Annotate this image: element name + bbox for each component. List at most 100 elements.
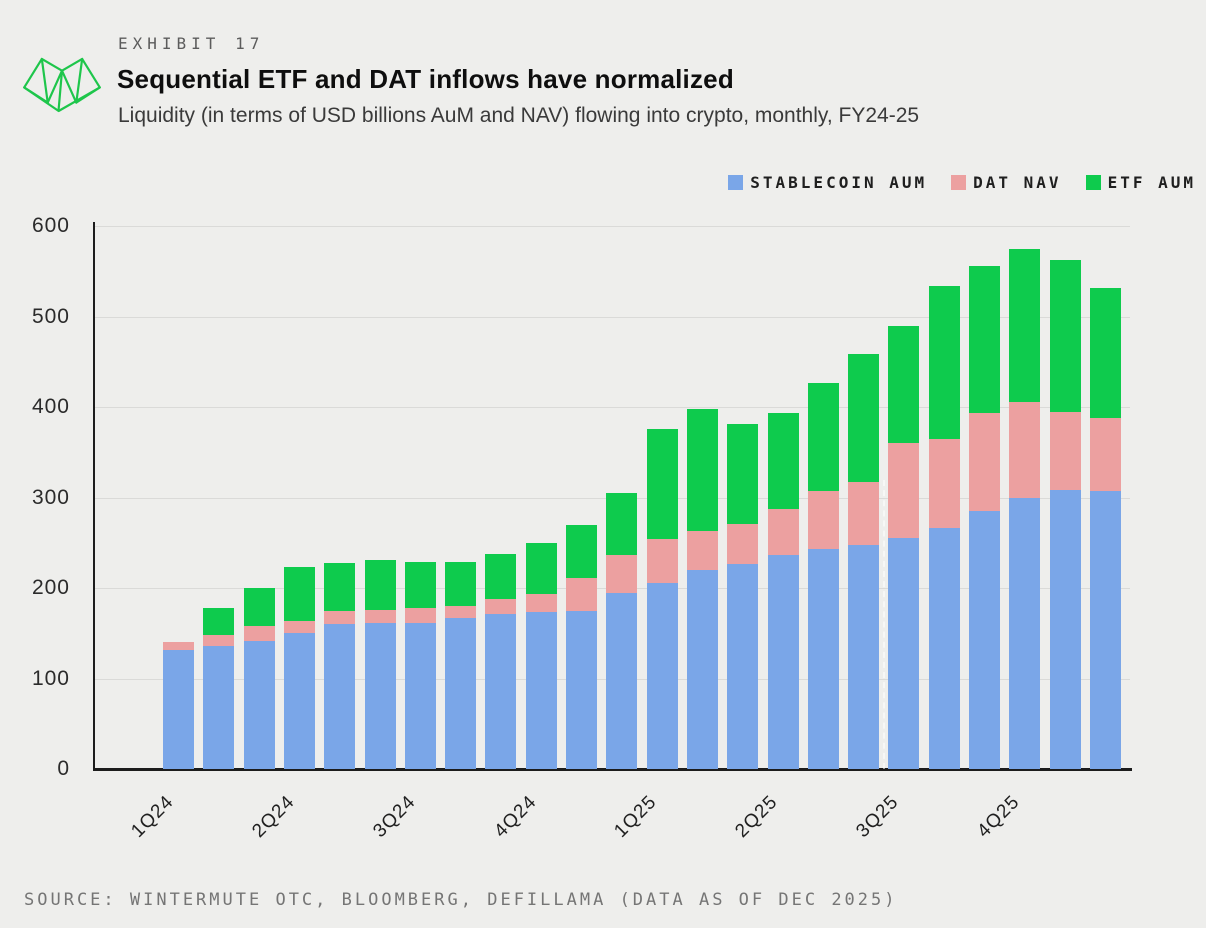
bar-month-1 [163, 642, 194, 769]
bar-segment-etf-aum [485, 553, 517, 599]
y-tick-label-300: 300 [31, 485, 70, 509]
bar-segment-etf-aum [243, 588, 275, 627]
bar-month-2 [203, 607, 235, 769]
bar-segment-dat-nav [969, 413, 1000, 512]
bar-segment-etf-aum [566, 524, 597, 579]
x-tick-label-2Q24: 2Q24 [248, 791, 299, 842]
bar-segment-stablecoin-aum [767, 555, 799, 769]
bar-segment-stablecoin-aum [848, 545, 880, 769]
bar-segment-stablecoin-aum [969, 511, 1000, 769]
bar-segment-etf-aum [1009, 248, 1041, 403]
bar-month-15 [727, 424, 759, 769]
bar-segment-dat-nav [445, 606, 477, 618]
bar-segment-dat-nav [243, 626, 275, 642]
bar-segment-stablecoin-aum [606, 593, 638, 769]
bar-segment-etf-aum [606, 493, 638, 556]
bar-month-9 [485, 553, 517, 769]
gridline-500 [95, 316, 1130, 318]
legend-swatch-icon [1085, 175, 1101, 190]
bar-month-20 [928, 285, 960, 769]
bar-month-21 [969, 265, 1000, 769]
bar-segment-stablecoin-aum [445, 617, 477, 769]
x-tick-label-2Q25: 2Q25 [731, 791, 783, 842]
bar-segment-dat-nav [686, 531, 718, 570]
bar-segment-stablecoin-aum [404, 623, 436, 769]
bar-segment-etf-aum [807, 382, 839, 492]
x-axis-line [93, 768, 1132, 771]
bar-segment-dat-nav [566, 578, 597, 611]
bar-segment-dat-nav [364, 609, 396, 624]
bar-segment-dat-nav [888, 443, 920, 539]
bar-segment-etf-aum [686, 408, 718, 531]
bar-segment-stablecoin-aum [163, 650, 194, 769]
bar-segment-etf-aum [445, 561, 477, 607]
bar-month-18 [848, 353, 880, 769]
legend-label: DAT NAV [973, 173, 1062, 192]
legend-swatch-icon [951, 175, 967, 190]
bar-month-17 [807, 382, 839, 769]
bar-segment-stablecoin-aum [324, 624, 356, 769]
bar-segment-etf-aum [404, 561, 436, 608]
x-tick-label-4Q24: 4Q24 [489, 791, 541, 842]
source-note: SOURCE: WINTERMUTE OTC, BLOOMBERG, DEFIL… [24, 890, 898, 910]
y-tick-label-600: 600 [31, 214, 70, 237]
legend-label: STABLECOIN AUM [750, 173, 928, 192]
bar-segment-stablecoin-aum [928, 528, 960, 769]
bar-segment-stablecoin-aum [485, 614, 517, 769]
bar-month-6 [364, 559, 396, 769]
y-tick-label-0: 0 [57, 757, 70, 780]
y-tick-label-500: 500 [31, 304, 70, 328]
bar-month-22 [1009, 248, 1041, 769]
y-tick-label-400: 400 [31, 395, 70, 418]
bar-segment-etf-aum [928, 285, 960, 439]
bar-segment-etf-aum [1089, 288, 1121, 418]
bar-month-10 [525, 542, 557, 769]
bar-segment-etf-aum [525, 542, 557, 595]
bar-month-7 [404, 561, 436, 769]
page-title: Sequential ETF and DAT inflows have norm… [117, 64, 734, 94]
bar-month-8 [445, 561, 477, 769]
bar-segment-stablecoin-aum [1089, 491, 1121, 769]
bar-month-12 [606, 493, 638, 769]
bar-segment-stablecoin-aum [727, 563, 759, 769]
bar-segment-stablecoin-aum [646, 582, 678, 769]
bar-segment-dat-nav [767, 509, 799, 556]
chart-legend: STABLECOIN AUM DAT NAV ETF AUM [728, 173, 1196, 192]
gridline-600 [95, 226, 1130, 227]
bar-month-24 [1089, 288, 1121, 769]
bar-segment-stablecoin-aum [243, 641, 275, 769]
bar-segment-dat-nav [646, 539, 678, 583]
bar-segment-stablecoin-aum [203, 645, 235, 769]
bar-segment-etf-aum [324, 562, 356, 611]
bar-segment-stablecoin-aum [1049, 490, 1081, 769]
bar-segment-etf-aum [364, 559, 396, 610]
legend-item-dat-nav: DAT NAV [951, 173, 1061, 192]
bar-segment-dat-nav [1049, 412, 1081, 491]
bar-segment-dat-nav [324, 610, 356, 625]
bar-segment-etf-aum [969, 265, 1000, 414]
bar-segment-dat-nav [848, 482, 880, 546]
bar-segment-dat-nav [485, 598, 517, 615]
bar-month-23 [1049, 259, 1081, 769]
bar-segment-stablecoin-aum [686, 569, 718, 769]
bar-segment-etf-aum [203, 607, 235, 636]
bar-segment-stablecoin-aum [525, 612, 557, 769]
bar-segment-dat-nav [1089, 417, 1121, 492]
bar-segment-etf-aum [848, 353, 880, 483]
x-tick-label-4Q25: 4Q25 [973, 791, 1025, 842]
bar-segment-dat-nav [203, 635, 235, 646]
page-subtitle: Liquidity (in terms of USD billions AuM … [118, 104, 920, 127]
legend-swatch-icon [728, 175, 744, 190]
x-tick-label-3Q25: 3Q25 [852, 791, 904, 842]
bar-segment-dat-nav [928, 438, 960, 529]
gridline-400 [95, 407, 1130, 408]
dashed-period-marker [883, 480, 886, 769]
bar-segment-stablecoin-aum [1009, 497, 1041, 769]
bar-segment-dat-nav [807, 491, 839, 550]
bar-segment-dat-nav [404, 607, 436, 624]
bar-segment-etf-aum [283, 567, 315, 621]
bar-month-11 [566, 524, 597, 769]
y-tick-label-200: 200 [31, 576, 70, 599]
y-tick-label-100: 100 [31, 666, 70, 690]
